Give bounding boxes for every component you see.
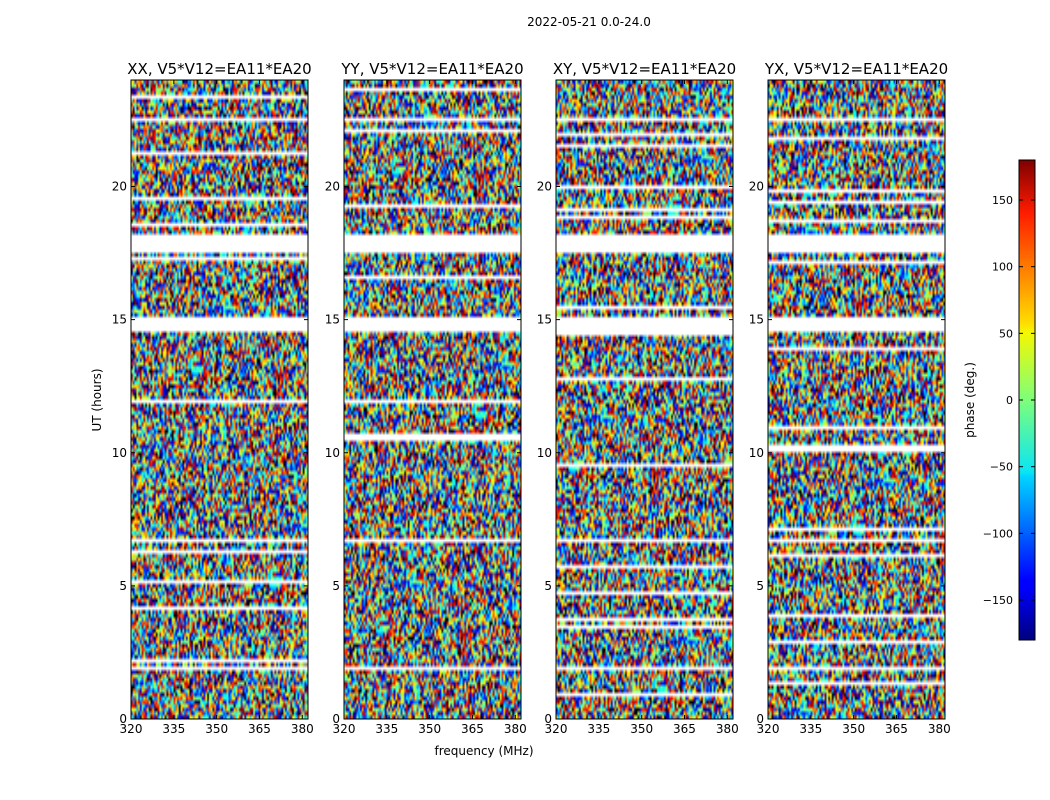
x-tick-label: 365 bbox=[885, 722, 908, 736]
figure-suptitle: 2022-05-21 0.0-24.0 bbox=[527, 15, 651, 29]
x-tick-label: 380 bbox=[291, 722, 314, 736]
x-tick-label: 350 bbox=[205, 722, 228, 736]
x-tick-label: 365 bbox=[461, 722, 484, 736]
x-tick-label: 320 bbox=[333, 722, 356, 736]
x-tick-label: 380 bbox=[504, 722, 527, 736]
colorbar-ticks: 150 100 50 0 −50 −100 −150 bbox=[983, 194, 1035, 607]
panel-frame bbox=[767, 79, 946, 720]
y-tick-label: 0 bbox=[544, 712, 552, 726]
x-tick-label: 320 bbox=[757, 722, 780, 736]
x-tick-label: 350 bbox=[418, 722, 441, 736]
x-tick-label: 320 bbox=[545, 722, 568, 736]
y-tick-label: 0 bbox=[119, 712, 127, 726]
panel-title: YX, V5*V12=EA11*EA20 bbox=[764, 60, 948, 78]
phase-heatmap-yx bbox=[768, 80, 945, 719]
panel-yy: YY, V5*V12=EA11*EA20 320 335 350 365 380 0 5 10 1… bbox=[325, 60, 527, 736]
x-tick-label: 350 bbox=[630, 722, 653, 736]
y-tick-label: 0 bbox=[756, 712, 764, 726]
panel-title: XY, V5*V12=EA11*EA20 bbox=[553, 60, 736, 78]
phase-heatmap-yy bbox=[344, 80, 521, 719]
y-tick-label: 15 bbox=[749, 313, 764, 327]
x-tick-label: 350 bbox=[842, 722, 865, 736]
y-tick-label: 10 bbox=[325, 446, 340, 460]
colorbar-label: phase (deg.) bbox=[963, 362, 977, 438]
x-tick-label: 335 bbox=[375, 722, 398, 736]
x-tick-label: 380 bbox=[716, 722, 739, 736]
y-tick-label: 15 bbox=[537, 313, 552, 327]
colorbar-tick-label: 150 bbox=[992, 194, 1013, 207]
panel-yx: YX, V5*V12=EA11*EA20 320 335 350 365 380 0 5 10 1… bbox=[749, 60, 951, 736]
y-tick-label: 15 bbox=[325, 313, 340, 327]
panel-xx: XX, V5*V12=EA11*EA20 320 335 350 365 380 0 5 10 1… bbox=[112, 60, 314, 736]
x-tick-label: 365 bbox=[673, 722, 696, 736]
y-tick-label: 20 bbox=[749, 180, 764, 194]
y-tick-label: 5 bbox=[544, 579, 552, 593]
y-tick-label: 20 bbox=[112, 180, 127, 194]
panels-group: XX, V5*V12=EA11*EA20 320 335 350 365 380 0 5 10 1… bbox=[112, 60, 951, 736]
colorbar-tick-label: 0 bbox=[1006, 394, 1013, 407]
colorbar: 150 100 50 0 −50 −100 −150 phase (deg.) bbox=[963, 159, 1036, 641]
y-tick-label: 0 bbox=[332, 712, 340, 726]
y-tick-label: 5 bbox=[119, 579, 127, 593]
x-tick-label: 365 bbox=[248, 722, 271, 736]
y-axis-label: UT (hours) bbox=[90, 368, 104, 431]
y-tick-label: 20 bbox=[537, 180, 552, 194]
y-tick-label: 10 bbox=[112, 446, 127, 460]
colorbar-tick-label: 100 bbox=[992, 261, 1013, 274]
panel-frame bbox=[130, 79, 309, 720]
y-tick-label: 20 bbox=[325, 180, 340, 194]
panel-xy: XY, V5*V12=EA11*EA20 320 335 350 365 380 0 5 10 1… bbox=[537, 60, 739, 736]
colorbar-tick-label: −100 bbox=[983, 527, 1013, 540]
panel-title: YY, V5*V12=EA11*EA20 bbox=[340, 60, 523, 78]
x-axis-label: frequency (MHz) bbox=[434, 744, 533, 758]
y-tick-label: 15 bbox=[112, 313, 127, 327]
panel-frame bbox=[343, 79, 522, 720]
x-tick-label: 335 bbox=[587, 722, 610, 736]
y-tick-label: 5 bbox=[756, 579, 764, 593]
colorbar-tick-label: −150 bbox=[983, 594, 1013, 607]
panel-frame bbox=[555, 79, 734, 720]
colorbar-tick-label: −50 bbox=[990, 461, 1013, 474]
phase-heatmap-xx bbox=[131, 80, 308, 719]
x-tick-label: 335 bbox=[799, 722, 822, 736]
y-tick-label: 5 bbox=[332, 579, 340, 593]
y-tick-label: 10 bbox=[749, 446, 764, 460]
y-tick-label: 10 bbox=[537, 446, 552, 460]
x-tick-label: 380 bbox=[928, 722, 951, 736]
panel-title: XX, V5*V12=EA11*EA20 bbox=[127, 60, 311, 78]
x-tick-label: 320 bbox=[120, 722, 143, 736]
x-tick-label: 335 bbox=[162, 722, 185, 736]
phase-heatmap-xy bbox=[556, 80, 733, 719]
colorbar-tick-label: 50 bbox=[999, 327, 1013, 340]
